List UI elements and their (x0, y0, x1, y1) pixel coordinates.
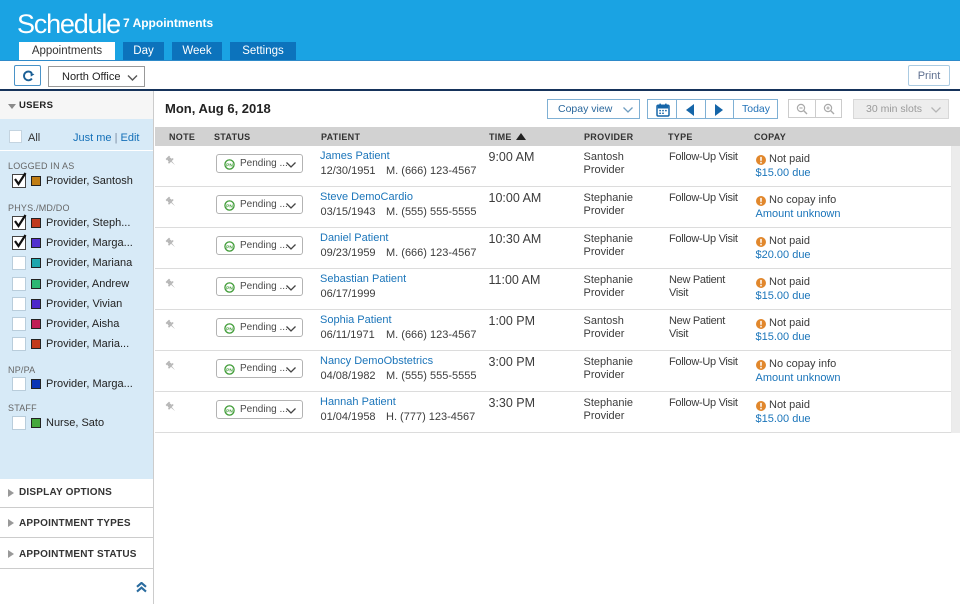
svg-text:PN: PN (226, 326, 233, 332)
svg-text:PN: PN (226, 285, 233, 291)
svg-text:PN: PN (226, 244, 233, 250)
svg-text:PN: PN (226, 203, 233, 209)
svg-text:PN: PN (226, 162, 233, 168)
svg-text:PN: PN (226, 367, 233, 373)
svg-text:PN: PN (226, 408, 233, 414)
